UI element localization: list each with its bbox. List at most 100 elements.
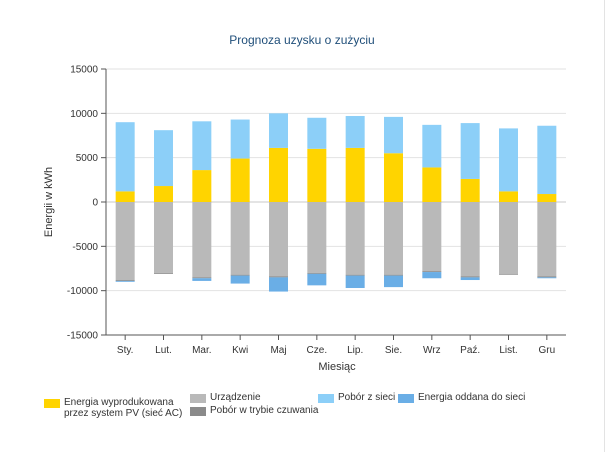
bar-standby[interactable] [422,271,442,273]
legend-label-device: Urządzenie [210,392,261,403]
bar-grid_draw[interactable] [269,113,288,148]
bar-standby[interactable] [230,274,250,276]
legend-swatch-grid-draw [318,394,334,403]
bar-standby[interactable] [192,277,212,279]
legend-swatch-standby [190,407,206,416]
y-tick-label: -10000 [67,286,99,297]
x-tick-label: Gru [538,345,555,356]
bar-standby[interactable] [345,274,365,276]
bar-grid_draw[interactable] [499,128,518,192]
x-tick-label: Lut. [155,345,172,356]
x-tick-label: Paź. [460,345,480,356]
y-tick-label: -5000 [72,242,98,253]
x-tick-label: Wrz [423,345,441,356]
x-tick-label: Lip. [347,345,363,356]
bar-grid_draw[interactable] [384,116,403,154]
bar-standby[interactable] [154,272,173,274]
bar-device[interactable] [460,202,480,277]
bar-pv[interactable] [192,170,212,202]
bar-standby[interactable] [460,276,480,278]
bar-device[interactable] [154,202,173,273]
bar-grid_draw[interactable] [115,122,135,192]
chart-svg: Prognoza uzysku o zużyciu Energii w kWh … [43,33,566,373]
bar-device[interactable] [537,202,557,277]
bar-feed_in[interactable] [192,278,212,281]
bar-device[interactable] [115,202,135,281]
bar-standby[interactable] [307,272,327,274]
legend-item-pv[interactable]: Energia wyprodukowana przez system PV (s… [44,397,194,419]
bar-device[interactable] [345,202,365,275]
legend: Energia wyprodukowana przez system PV (s… [0,388,605,438]
x-tick-label: Maj [270,345,286,356]
bars [115,113,557,292]
axes: 15000 10000 5000 0 -5000 -10000 -15000 Sty. Lut.… [67,65,566,356]
bar-pv[interactable] [230,158,250,202]
bar-feed_in[interactable] [537,277,557,279]
x-tick-label: Sty. [117,345,133,356]
legend-item-standby[interactable]: Pobór w trybie czuwania [190,405,318,416]
bar-pv[interactable] [384,153,403,202]
legend-item-grid-draw[interactable]: Pobór z sieci [318,392,395,403]
grid-lines [106,68,566,336]
bar-device[interactable] [499,202,518,274]
bar-standby[interactable] [269,276,288,278]
bar-pv[interactable] [537,194,557,202]
bar-pv[interactable] [307,148,327,202]
y-tick-label: 10000 [70,109,98,120]
legend-item-feed-in[interactable]: Energia oddana do sieci [398,392,525,403]
bar-device[interactable] [422,202,442,272]
bar-pv[interactable] [269,147,288,202]
bar-feed_in[interactable] [115,280,135,282]
bar-pv[interactable] [460,178,480,202]
bar-grid_draw[interactable] [537,125,557,195]
bar-grid_draw[interactable] [345,115,365,148]
bar-feed_in[interactable] [269,277,288,292]
bar-standby[interactable] [115,280,135,281]
bar-pv[interactable] [422,167,442,202]
legend-label-grid-draw: Pobór z sieci [338,392,396,403]
bar-pv[interactable] [345,147,365,202]
bar-grid_draw[interactable] [230,119,250,159]
bar-standby[interactable] [499,273,518,275]
bar-device[interactable] [192,202,212,278]
legend-label-pv: Energia wyprodukowana przez system PV (s… [64,397,183,419]
x-tick-label: List. [499,345,517,356]
bar-device[interactable] [230,202,250,275]
bar-grid_draw[interactable] [460,123,480,179]
bar-grid_draw[interactable] [422,124,442,168]
bar-feed_in[interactable] [230,275,250,284]
bar-device[interactable] [307,202,327,273]
bar-standby[interactable] [384,274,403,276]
y-tick-label: -15000 [67,331,99,342]
y-tick-label: 15000 [70,65,98,76]
legend-item-device[interactable]: Urządzenie [190,392,261,403]
bar-grid_draw[interactable] [192,121,212,171]
legend-label-feed-in: Energia oddana do sieci [418,392,526,403]
x-tick-label: Cze. [307,345,328,356]
bar-grid_draw[interactable] [307,117,327,149]
y-tick-label: 5000 [76,153,99,164]
bar-feed_in[interactable] [460,277,480,281]
bar-feed_in[interactable] [307,273,327,286]
bar-standby[interactable] [537,276,557,278]
x-tick-label: Mar. [192,345,211,356]
x-tick-label: Kwi [232,345,248,356]
legend-swatch-device [190,394,206,403]
legend-label-standby: Pobór w trybie czuwania [210,405,319,416]
bar-feed_in[interactable] [345,275,365,289]
bar-feed_in[interactable] [384,275,403,288]
y-tick-label: 0 [92,198,98,209]
bar-grid_draw[interactable] [154,130,173,187]
bar-feed_in[interactable] [422,272,442,279]
bar-device[interactable] [384,202,403,275]
x-axis-label: Miesiąc [318,361,356,373]
legend-swatch-pv [44,399,60,408]
bar-device[interactable] [269,202,288,277]
chart-title: Prognoza uzysku o zużyciu [229,33,374,47]
bar-pv[interactable] [115,191,135,202]
x-tick-label: Sie. [385,345,402,356]
bar-pv[interactable] [154,186,173,202]
bar-pv[interactable] [499,191,518,202]
legend-swatch-feed-in [398,394,414,403]
